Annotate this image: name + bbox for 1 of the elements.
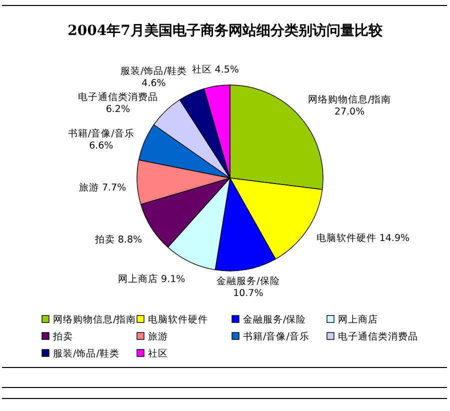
title: 2004年7月美国电子商务网站细分类别访问量比较 xyxy=(68,23,382,39)
